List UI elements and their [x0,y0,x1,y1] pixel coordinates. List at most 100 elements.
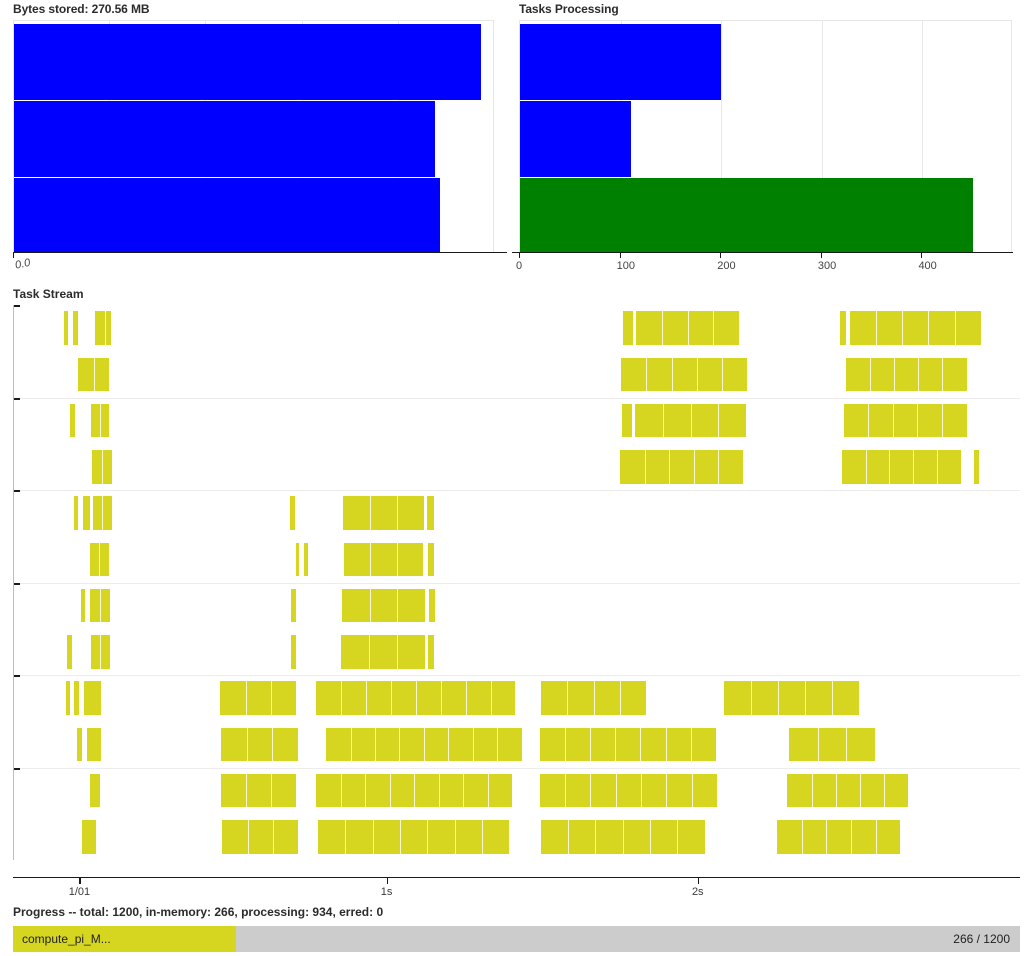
task-stream-rectangle[interactable] [326,727,522,762]
task-stream-rectangle[interactable] [221,773,296,808]
task-separator [396,635,398,669]
task-separator [869,357,871,392]
tasks-processing-tick-label: 200 [717,260,736,272]
task-separator [345,820,347,854]
task-stream-rectangle[interactable] [86,727,101,762]
task-stream-rectangle[interactable] [290,635,296,669]
bytes-stored-axis-line [13,252,507,253]
progress-bar-track: compute_pi_M... 266 / 1200 [13,926,1020,952]
task-separator [414,773,416,808]
task-stream-rectangle[interactable] [841,450,961,484]
task-stream-rectangle[interactable] [78,357,109,392]
task-separator [777,681,779,715]
task-stream-rectangle[interactable] [341,635,425,669]
task-stream-rectangle[interactable] [839,311,846,345]
task-separator [396,542,398,577]
task-stream-rectangle[interactable] [318,820,510,854]
task-separator [93,357,95,392]
task-stream-rectangle[interactable] [623,311,634,345]
task-stream-rectangle[interactable] [428,588,435,623]
task-separator [389,773,391,808]
task-stream-plot-area[interactable] [13,305,1020,860]
task-separator [615,727,617,762]
task-stream-y-tick [14,583,20,585]
task-separator [375,727,376,762]
task-stream-rectangle[interactable] [787,773,909,808]
task-stream-rectangle[interactable] [64,311,69,345]
task-separator [369,635,371,669]
task-stream-rectangle[interactable] [82,820,96,854]
task-stream-rectangle[interactable] [67,635,73,669]
task-separator [246,773,248,808]
task-stream-rectangle[interactable] [973,450,979,484]
task-separator [100,635,102,669]
task-stream-rectangle[interactable] [89,588,110,623]
task-stream-rectangle[interactable] [70,403,76,438]
task-stream-rectangle[interactable] [843,403,967,438]
tasks-processing-tick-label: 100 [616,260,635,272]
task-separator [487,773,489,808]
task-stream-rectangle[interactable] [789,727,875,762]
task-stream-rectangle[interactable] [849,311,981,345]
tasks-processing-bar[interactable] [520,23,722,100]
task-stream-rectangle[interactable] [427,635,434,669]
task-stream-rectangle[interactable] [105,311,111,345]
bytes-stored-bar[interactable] [14,100,435,178]
tasks-processing-tick-label: 0 [516,260,523,272]
progress-section: Progress -- total: 1200, in-memory: 266,… [0,903,1033,956]
task-stream-rectangle[interactable] [723,681,859,715]
task-separator [669,450,671,484]
task-stream-rectangle[interactable] [81,588,86,623]
task-stream-rectangle[interactable] [295,542,300,577]
task-stream-rectangle[interactable] [222,820,298,854]
task-separator [454,820,456,854]
task-stream-rectangle[interactable] [845,357,967,392]
task-stream-rectangle[interactable] [344,542,423,577]
task-stream-rectangle[interactable] [622,403,633,438]
task-stream-rectangle[interactable] [539,773,717,808]
task-stream-rectangle[interactable] [290,588,296,623]
task-stream-rectangle[interactable] [89,773,100,808]
task-stream-rectangle[interactable] [77,727,83,762]
task-stream-rectangle[interactable] [342,588,425,623]
tasks-processing-panel: Tasks Processing 0 100 200 300 400 [506,0,1033,283]
task-separator [350,727,352,762]
tasks-processing-bar[interactable] [520,100,631,178]
task-stream-rectangle[interactable] [221,727,298,762]
task-separator [390,681,392,715]
task-stream-rectangle[interactable] [316,773,513,808]
task-stream-rectangle[interactable] [620,450,744,484]
task-stream-rectangle[interactable] [343,496,424,530]
task-separator [567,681,569,715]
tasks-processing-bar[interactable] [520,178,973,252]
task-separator [801,820,803,854]
task-stream-rectangle[interactable] [83,496,90,530]
task-stream-rectangle[interactable] [426,496,434,530]
task-separator [99,403,101,438]
task-stream-rectangle[interactable] [84,681,101,715]
task-stream-y-tick [14,398,20,400]
task-stream-rectangle[interactable] [74,681,80,715]
task-stream-rectangle[interactable] [220,681,296,715]
tasks-processing-plot-area[interactable] [519,20,1012,252]
task-separator [369,588,371,623]
task-stream-rectangle[interactable] [621,357,748,392]
task-stream-rectangle[interactable] [777,820,901,854]
task-stream-rectangle[interactable] [636,311,740,345]
task-stream-rectangle[interactable] [635,403,747,438]
bytes-stored-bar[interactable] [14,23,481,100]
task-stream-rectangle[interactable] [74,496,79,530]
task-stream-y-tick [14,675,20,677]
task-stream-rectangle[interactable] [73,311,79,345]
task-stream-rectangle[interactable] [539,727,716,762]
bytes-stored-bar[interactable] [14,178,440,252]
task-stream-rectangle[interactable] [304,542,309,577]
task-stream-rectangle[interactable] [94,311,105,345]
task-stream-rectangle[interactable] [92,496,112,530]
task-stream-rectangle[interactable] [427,542,434,577]
bytes-stored-plot-area[interactable] [13,20,494,252]
tasks-processing-axis-tick [720,252,722,258]
task-stream-rectangle[interactable] [289,496,295,530]
task-stream-rectangle[interactable] [66,681,71,715]
task-separator [497,727,499,762]
